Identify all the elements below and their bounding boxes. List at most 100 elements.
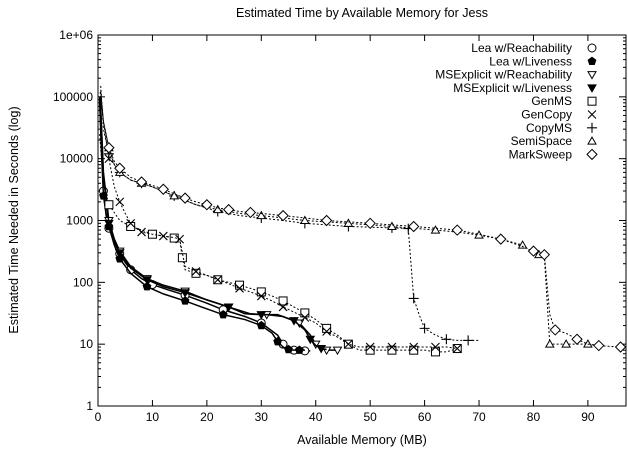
data-point xyxy=(332,346,343,356)
legend-marker xyxy=(587,110,597,119)
data-point xyxy=(284,344,293,354)
data-point xyxy=(408,220,420,233)
legend-label: MSExplicit w/Reachability xyxy=(435,68,572,82)
y-tick-label: 10 xyxy=(80,337,94,351)
data-point xyxy=(104,200,114,210)
y-tick-label: 1 xyxy=(86,399,93,413)
data-point xyxy=(223,303,234,312)
data-point xyxy=(387,342,397,352)
data-point xyxy=(277,209,289,222)
data-point xyxy=(179,192,191,204)
data-point xyxy=(256,210,267,220)
legend-label: Lea w/Liveness xyxy=(489,54,572,68)
series-5 xyxy=(99,91,462,353)
data-point xyxy=(452,344,462,353)
data-point xyxy=(175,234,185,244)
data-point xyxy=(614,341,627,353)
data-point xyxy=(549,324,561,336)
legend-marker xyxy=(587,71,597,80)
data-point xyxy=(222,203,235,216)
x-axis-label: Available Memory (MB) xyxy=(297,433,427,447)
data-point xyxy=(300,308,310,318)
legend-marker xyxy=(587,96,597,106)
data-point xyxy=(244,206,257,219)
data-point xyxy=(305,335,316,345)
data-point xyxy=(235,283,244,293)
data-point xyxy=(343,218,354,227)
data-point xyxy=(495,233,507,245)
data-point xyxy=(104,219,114,229)
series-8 xyxy=(100,89,627,353)
x-tick-label: 0 xyxy=(95,410,102,424)
y-tick-label: 1e+06 xyxy=(59,28,93,42)
data-point xyxy=(571,333,583,345)
data-point xyxy=(419,323,430,334)
legend-marker xyxy=(586,148,598,161)
series-line xyxy=(100,85,480,341)
data-point xyxy=(561,339,571,348)
data-point xyxy=(409,345,419,355)
x-axis: 0 10 20 30 40 50 60 70 80 90 xyxy=(95,35,595,424)
y-tick-label: 100000 xyxy=(53,90,93,104)
data-point xyxy=(295,345,304,354)
data-point xyxy=(593,339,605,352)
data-point xyxy=(115,197,125,207)
series-line xyxy=(100,89,621,348)
data-point xyxy=(441,334,452,345)
data-point xyxy=(142,276,152,285)
data-point xyxy=(158,231,168,241)
data-point xyxy=(451,224,463,236)
legend-label: Lea w/Reachability xyxy=(471,41,572,55)
data-point xyxy=(126,218,136,228)
data-point xyxy=(300,313,310,322)
y-axis-label: Estimated Time Needed in Seconds (log) xyxy=(7,106,21,333)
data-point xyxy=(527,245,540,257)
data-point xyxy=(235,280,245,290)
data-point xyxy=(180,296,190,305)
legend-label: GenMS xyxy=(531,94,572,108)
data-point xyxy=(114,249,125,258)
data-point xyxy=(387,221,397,230)
data-point xyxy=(273,336,283,346)
y-tick-label: 10000 xyxy=(60,152,94,166)
data-point xyxy=(169,233,179,243)
data-point xyxy=(344,339,353,349)
legend-label: CopyMS xyxy=(526,121,572,135)
data-point xyxy=(431,342,440,352)
x-tick-label: 70 xyxy=(472,410,486,424)
data-point xyxy=(409,342,419,352)
data-point xyxy=(218,310,228,319)
data-point xyxy=(430,225,441,234)
data-point xyxy=(320,214,333,227)
data-point xyxy=(299,215,310,224)
data-point xyxy=(322,327,332,336)
data-point xyxy=(191,267,201,276)
data-point xyxy=(278,302,288,312)
series-layer xyxy=(98,85,627,357)
x-tick-label: 40 xyxy=(309,410,323,424)
data-point xyxy=(169,190,180,200)
data-point xyxy=(430,347,440,357)
y-tick-label: 1000 xyxy=(66,214,93,228)
data-point xyxy=(387,345,397,355)
series-line xyxy=(100,91,599,347)
legend-marker xyxy=(587,43,597,53)
legend-label: MarkSweep xyxy=(509,147,573,161)
x-tick-label: 20 xyxy=(200,410,214,424)
data-point xyxy=(289,317,299,326)
data-point xyxy=(177,253,187,263)
data-point xyxy=(256,311,267,320)
data-point xyxy=(142,282,152,291)
data-point xyxy=(213,275,223,285)
data-point xyxy=(278,296,288,306)
legend-marker xyxy=(587,136,597,145)
x-tick-label: 30 xyxy=(255,410,269,424)
series-6 xyxy=(100,85,480,346)
x-tick-label: 50 xyxy=(363,410,377,424)
legend-label: MSExplicit w/Liveness xyxy=(453,81,572,95)
data-point xyxy=(364,217,376,230)
data-point xyxy=(365,342,375,352)
data-point xyxy=(517,240,528,249)
